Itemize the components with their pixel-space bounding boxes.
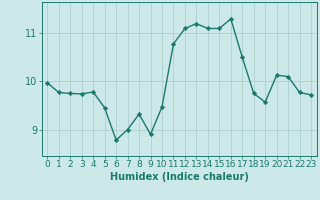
X-axis label: Humidex (Indice chaleur): Humidex (Indice chaleur): [110, 172, 249, 182]
